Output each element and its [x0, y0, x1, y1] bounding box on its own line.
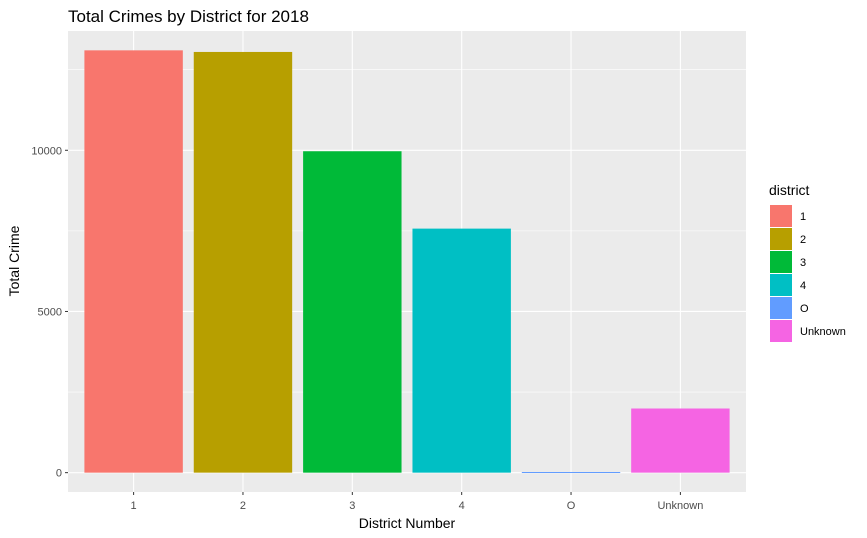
- x-tick-label: Unknown: [657, 500, 703, 512]
- x-axis-title: District Number: [359, 515, 456, 531]
- legend: district 1 2 3 4 O Unknown: [769, 182, 846, 342]
- legend-title: district: [769, 182, 810, 198]
- legend-key-2: [770, 228, 792, 250]
- x-axis: 1 2 3 4 O Unknown: [131, 492, 703, 512]
- bar-2: [193, 51, 293, 473]
- chart-title: Total Crimes by District for 2018: [68, 7, 309, 26]
- legend-label: 2: [800, 234, 806, 246]
- x-tick-label: O: [567, 500, 576, 512]
- y-axis: 0 5000 10000: [31, 145, 68, 480]
- x-tick-label: 3: [349, 500, 355, 512]
- x-tick-label: 2: [240, 500, 246, 512]
- legend-label: 4: [800, 280, 806, 292]
- bar-4: [412, 228, 511, 473]
- legend-label: O: [800, 303, 809, 315]
- legend-key-o: [770, 297, 792, 319]
- bar-o: [521, 472, 621, 474]
- bar-3: [303, 151, 402, 473]
- bars: [84, 50, 730, 474]
- legend-label: 3: [800, 257, 806, 269]
- legend-label: 1: [800, 211, 806, 223]
- y-axis-title: Total Crime: [6, 225, 22, 296]
- legend-key-3: [770, 251, 792, 273]
- legend-key-1: [770, 205, 792, 227]
- legend-label: Unknown: [800, 326, 846, 338]
- x-tick-label: 1: [131, 500, 137, 512]
- legend-key-4: [770, 274, 792, 296]
- x-tick-label: 4: [459, 500, 465, 512]
- bar-1: [84, 50, 183, 473]
- bar-unknown: [631, 408, 730, 473]
- legend-key-unknown: [770, 320, 792, 342]
- y-tick-label: 5000: [38, 306, 62, 318]
- y-tick-label: 0: [56, 468, 62, 480]
- y-tick-label: 10000: [31, 145, 62, 157]
